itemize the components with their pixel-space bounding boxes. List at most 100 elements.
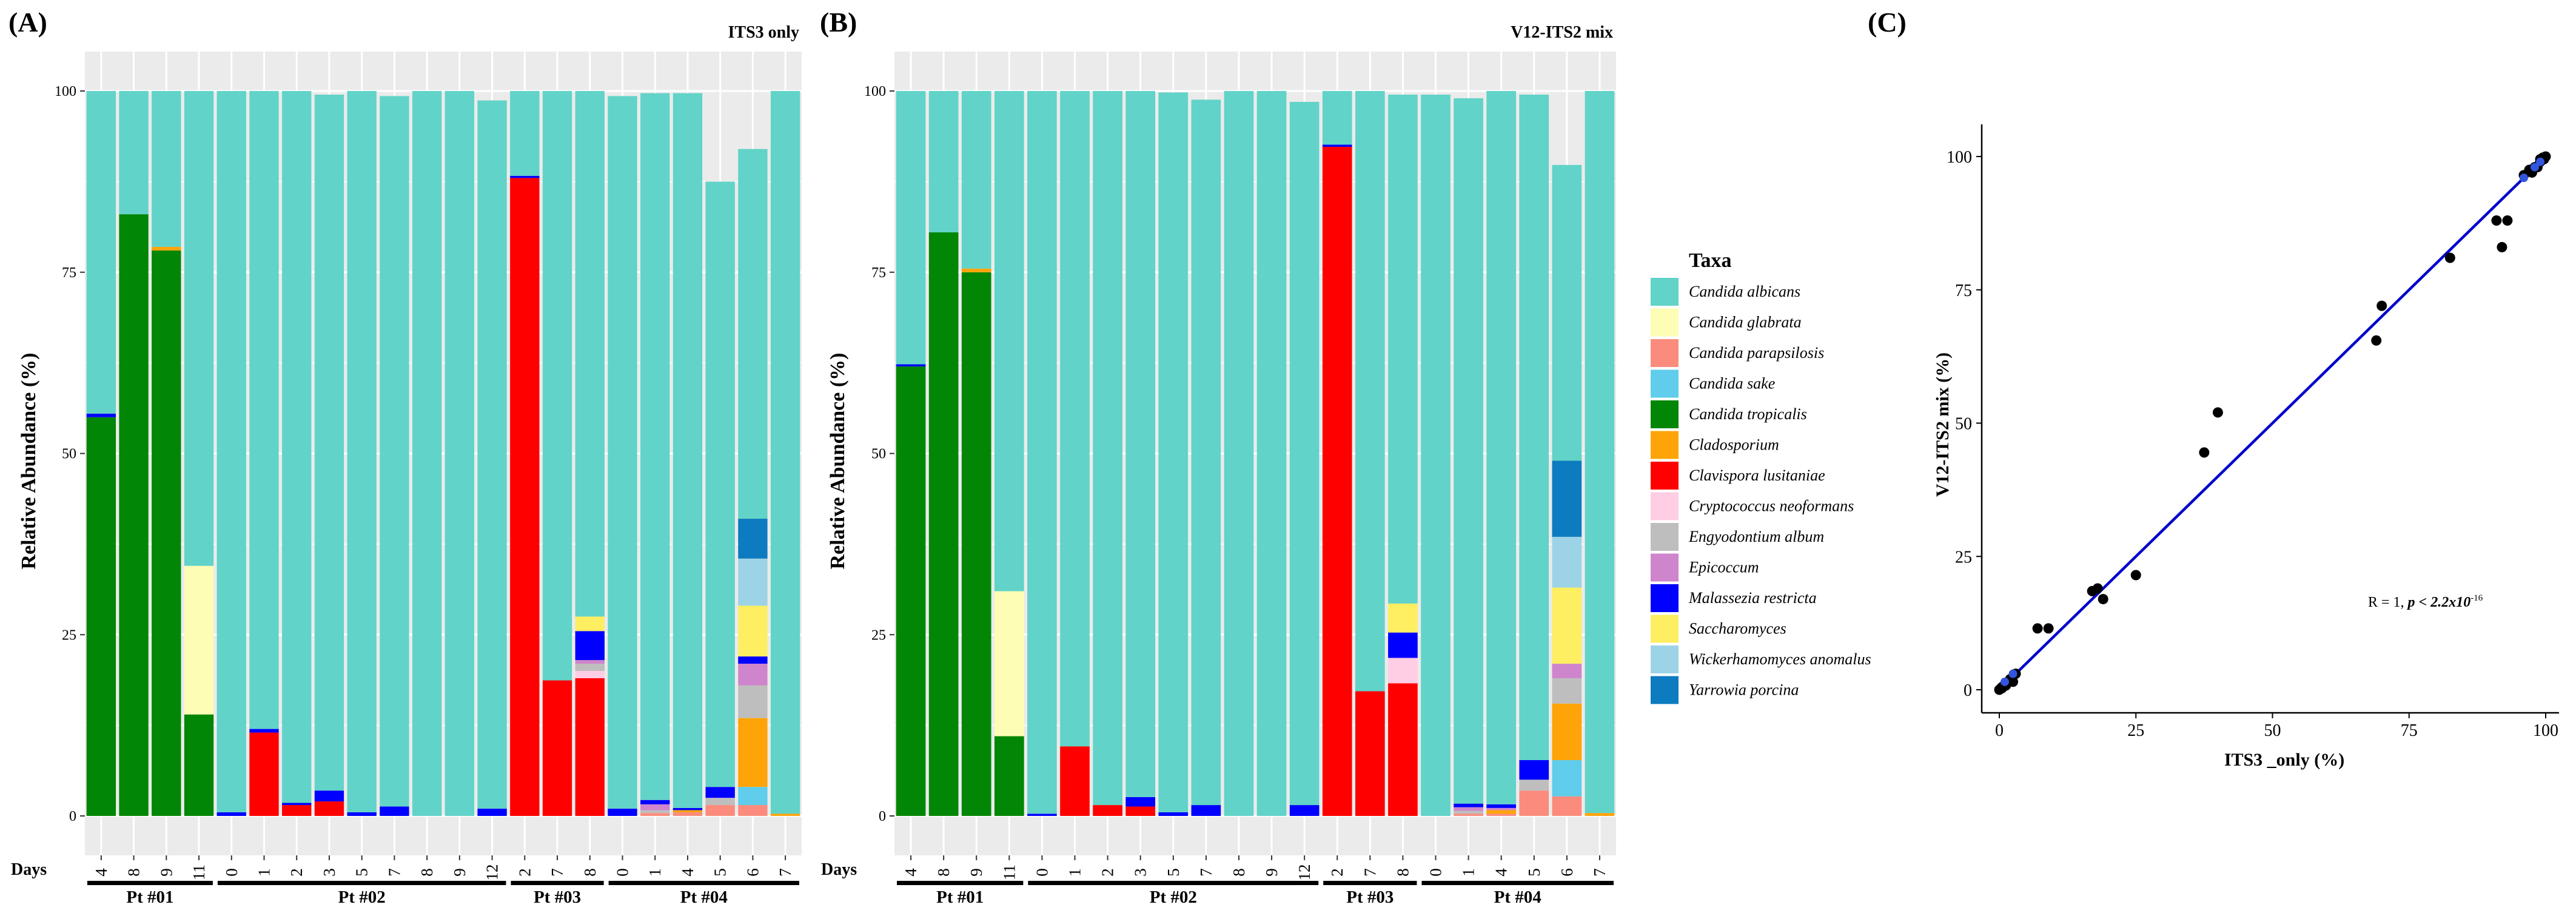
- scatter-point-fit: [2519, 174, 2528, 183]
- bar-segment: [1486, 814, 1517, 816]
- bar-segment: [152, 91, 181, 247]
- bar-segment: [1585, 91, 1615, 814]
- day-label: 11: [190, 864, 208, 880]
- regression-line: [1998, 155, 2547, 691]
- x-axis-a: 4 8 9 11 0 1 2 3 5 7 8 9 12 2 7 8 0 1 4 5 6 7Pt #01 Pt #02 Pt #…: [87, 855, 799, 907]
- bar-segment: [770, 91, 800, 814]
- legend-swatch: [1651, 676, 1679, 704]
- correlation-r: R = 1,: [2368, 595, 2408, 610]
- bar-segment: [1486, 804, 1517, 808]
- scatter-x-tick-label: 100: [2533, 721, 2558, 740]
- scatter-y-tick-label: 0: [1964, 681, 1972, 700]
- scatter-y-tick-label: 50: [1955, 415, 1972, 434]
- patient-group-label: Pt #04: [680, 888, 728, 907]
- day-label: 1: [1460, 868, 1478, 877]
- legend-label: Epicoccum: [1688, 559, 1759, 576]
- bars-b: [896, 91, 1615, 817]
- scatter-point: [2043, 623, 2054, 634]
- day-label: 4: [1492, 868, 1511, 877]
- patient-group-label: Pt #01: [126, 888, 173, 907]
- bar-segment: [1256, 91, 1287, 816]
- day-label: 12: [1295, 864, 1313, 881]
- day-label: 7: [385, 868, 403, 877]
- bar-segment: [1125, 91, 1156, 797]
- bar-segment: [575, 631, 605, 661]
- chart-panel-c: 0 25 50 75 100 0 25 50 75 100 ITS3 _only (%) V12-…: [1933, 124, 2559, 770]
- scatter-y-tick-label: 75: [1955, 281, 1972, 300]
- scatter-point: [2497, 241, 2507, 252]
- legend-swatch: [1651, 615, 1679, 643]
- y-tick-label: 25: [871, 627, 886, 643]
- bar-segment: [1552, 460, 1582, 537]
- bar-segment: [510, 175, 540, 178]
- bar-segment: [1388, 603, 1418, 633]
- y-tick-label: 50: [62, 446, 76, 462]
- day-label: 0: [614, 868, 632, 877]
- bar-segment: [1158, 92, 1189, 813]
- day-label: 8: [934, 868, 953, 877]
- legend-swatch: [1651, 584, 1679, 612]
- bar-segment: [1125, 806, 1156, 816]
- day-label: 12: [483, 864, 501, 881]
- bar-segment: [249, 729, 279, 733]
- legend-label: Saccharomyces: [1689, 620, 1786, 638]
- y-axis-a: 0 25 50 75 100: [55, 84, 85, 824]
- bar-segment: [738, 685, 768, 718]
- strip-title-b: V12-ITS2 mix: [1511, 23, 1613, 42]
- bar-segment: [738, 519, 768, 559]
- panel-letter-b: (B): [820, 7, 857, 38]
- panel-letter-c: (C): [1868, 7, 1907, 38]
- scatter-point: [2008, 676, 2019, 687]
- scatter-point: [2371, 335, 2382, 346]
- bar-segment: [184, 565, 214, 715]
- bar-segment: [575, 660, 605, 664]
- patient-group-bar: [1421, 881, 1614, 885]
- patient-group-label: Pt #02: [338, 888, 386, 907]
- patient-group-bar: [511, 881, 604, 885]
- patient-group-label: Pt #04: [1494, 888, 1541, 907]
- patient-group-label: Pt #02: [1150, 888, 1197, 907]
- y-tick-label: 0: [69, 809, 76, 824]
- day-label: 4: [92, 868, 110, 877]
- bar-segment: [86, 413, 116, 417]
- legend-label: Candida albicans: [1689, 283, 1800, 300]
- bar-segment: [994, 736, 1024, 816]
- bar-segment: [1388, 632, 1418, 658]
- legend-label: Candida glabrata: [1689, 314, 1802, 331]
- scatter-point: [2199, 447, 2210, 458]
- scatter-point-fit: [2001, 677, 2010, 686]
- y-tick-label: 100: [864, 84, 886, 99]
- day-label: 1: [255, 868, 273, 877]
- scatter-y-tick-label: 25: [1955, 548, 1972, 567]
- bar-segment: [510, 178, 540, 816]
- bar-segment: [1355, 91, 1385, 692]
- bar-segment: [673, 93, 703, 808]
- legend-label: Cryptococcus neoformans: [1689, 497, 1854, 515]
- bar-segment: [961, 91, 991, 269]
- bar-segment: [477, 809, 507, 816]
- scatter-point: [2376, 300, 2387, 311]
- bar-segment: [1191, 99, 1221, 806]
- bar-segment: [1289, 101, 1320, 806]
- bar-segment: [673, 812, 703, 816]
- bar-segment: [1027, 91, 1057, 814]
- bar-segment: [738, 605, 768, 657]
- day-label: 3: [1132, 868, 1150, 877]
- panel-letter-a: (A): [8, 7, 47, 38]
- bar-segment: [1552, 164, 1582, 461]
- legend-label: Malassezia restricta: [1688, 589, 1817, 607]
- bar-segment: [184, 91, 214, 566]
- day-label: 11: [1000, 864, 1018, 880]
- bar-segment: [575, 671, 605, 678]
- bar-segment: [314, 790, 344, 802]
- bar-segment: [412, 91, 442, 816]
- legend-swatch: [1651, 431, 1679, 459]
- scatter-x-tick-label: 25: [2127, 721, 2144, 740]
- bar-segment: [575, 91, 605, 617]
- bar-segment: [1552, 796, 1582, 816]
- day-label: 8: [1394, 868, 1412, 877]
- bar-segment: [1454, 98, 1483, 804]
- bar-segment: [1552, 678, 1582, 704]
- scatter-axes: 0 25 50 75 100 0 25 50 75 100: [1947, 124, 2559, 740]
